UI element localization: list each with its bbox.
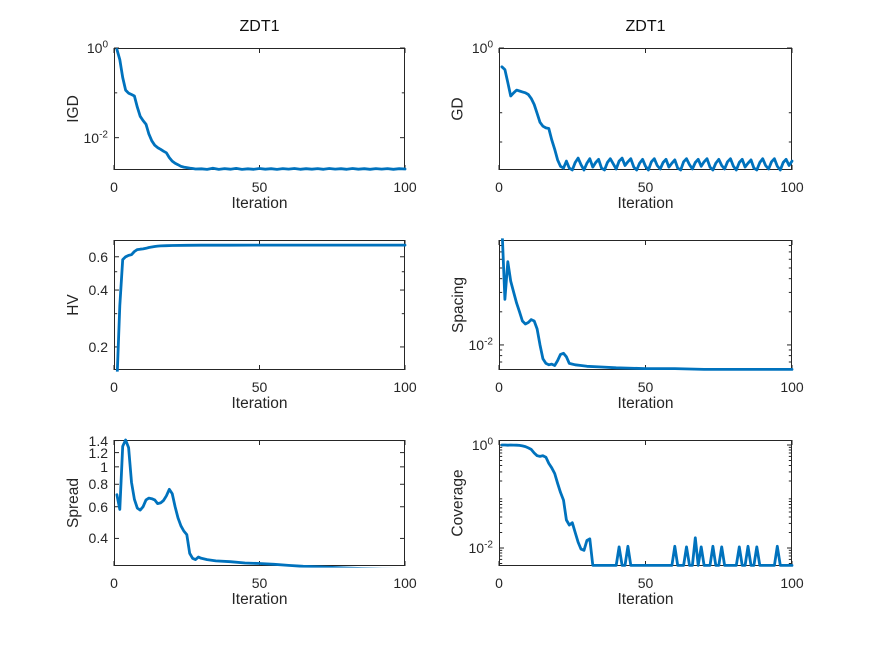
x-tick-label: 50 (637, 575, 654, 591)
axes-box (114, 440, 405, 566)
series-line (500, 443, 794, 567)
plot-area-spacing (498, 238, 794, 371)
y-tick-label: 1.2 (88, 444, 108, 461)
x-axis-label: Iteration (231, 395, 288, 412)
y-tick-label: 0.4 (88, 530, 108, 547)
axis-ticks (113, 240, 406, 370)
x-axis-label: Iteration (231, 195, 288, 212)
y-axis-label-wrap: GD (447, 48, 471, 170)
series-line (501, 238, 794, 371)
y-axis-label-wrap: Spacing (447, 240, 471, 370)
y-axis-label: GD (450, 97, 467, 121)
y-axis-label: HV (64, 294, 82, 316)
series-line (115, 438, 386, 568)
y-tick-label: 100 (86, 39, 108, 56)
x-tick-label: 50 (637, 379, 654, 395)
x-tick-label: 0 (495, 575, 503, 591)
axes-box (114, 48, 405, 170)
y-axis-label-wrap: IGD (62, 48, 86, 170)
x-axis-label: Iteration (617, 195, 674, 212)
y-tick-label: 10-2 (468, 539, 493, 556)
subplot-spacing: Spacing Iteration 0 50 100 10-2 (450, 238, 804, 412)
chart-svg (498, 440, 794, 567)
plot-area-hv (113, 240, 407, 372)
plot-title: ZDT1 (625, 18, 666, 35)
subplot-spread: Spread Iteration 0 50 100 1.4 1.2 1 0.8 0.6 0.4 (65, 433, 417, 608)
axes-box (499, 240, 792, 370)
y-axis-label: Coverage (450, 469, 467, 537)
axis-ticks (498, 240, 793, 370)
series-line (115, 47, 407, 171)
y-tick-label: 0.8 (88, 476, 108, 493)
chart-svg (113, 47, 407, 171)
x-tick-label: 100 (393, 179, 417, 195)
y-axis-label-wrap: Coverage (447, 440, 471, 566)
plot-title: ZDT1 (239, 18, 280, 35)
plot-area-spread (113, 438, 406, 568)
x-tick-label: 100 (780, 575, 804, 591)
x-tick-label: 0 (110, 179, 118, 195)
axis-ticks (113, 47, 406, 170)
x-tick-label: 100 (780, 379, 804, 395)
chart-svg (498, 238, 794, 371)
chart-svg (113, 240, 407, 372)
x-tick-label: 0 (495, 379, 503, 395)
axes-box (499, 48, 792, 170)
subplot-hv: HV Iteration 0 50 100 0.6 0.4 0.2 (65, 240, 417, 412)
plot-area-coverage (498, 440, 794, 567)
y-tick-label: 100 (471, 436, 493, 453)
subplot-gd: ZDT1 GD Iteration 0 50 100 100 (450, 18, 804, 212)
x-tick-label: 50 (251, 575, 268, 591)
series-line (115, 243, 407, 372)
plot-area-gd (498, 47, 794, 172)
x-axis-label: Iteration (617, 591, 674, 608)
x-axis-label: Iteration (617, 395, 674, 412)
y-tick-label: 0.6 (88, 248, 108, 265)
chart-svg (498, 47, 794, 172)
y-axis-label-wrap: HV (62, 240, 86, 370)
x-tick-label: 0 (110, 379, 118, 395)
y-tick-label: 100 (471, 39, 493, 56)
x-tick-label: 100 (780, 179, 804, 195)
x-tick-label: 100 (393, 575, 417, 591)
x-axis-label: Iteration (231, 591, 288, 608)
subplot-coverage: Coverage Iteration 0 50 100 100 10-2 (450, 437, 804, 608)
axis-ticks (498, 47, 793, 170)
y-axis-label-wrap: Spread (62, 440, 86, 566)
x-tick-label: 50 (251, 179, 268, 195)
x-tick-label: 0 (110, 575, 118, 591)
chart-svg (113, 438, 406, 568)
y-tick-label: 1 (100, 458, 108, 475)
y-axis-label: Spread (65, 478, 83, 528)
y-tick-label: 0.4 (88, 282, 108, 299)
x-tick-label: 50 (637, 179, 654, 195)
y-axis-label: IGD (65, 95, 82, 123)
y-tick-label: 1.4 (88, 432, 108, 449)
x-tick-label: 0 (495, 179, 503, 195)
plot-area-igd (113, 47, 407, 171)
x-tick-label: 50 (251, 379, 268, 395)
subplot-igd: ZDT1 IGD Iteration 0 50 100 100 10-2 (65, 18, 417, 212)
y-tick-label: 0.2 (88, 338, 108, 355)
y-tick-label: 10-2 (83, 129, 108, 146)
axes-box (114, 240, 405, 370)
y-tick-label: 10-2 (468, 336, 493, 353)
y-tick-label: 0.6 (88, 498, 108, 515)
series-line (500, 65, 794, 172)
y-axis-label: Spacing (450, 276, 468, 334)
x-tick-label: 100 (393, 379, 417, 395)
